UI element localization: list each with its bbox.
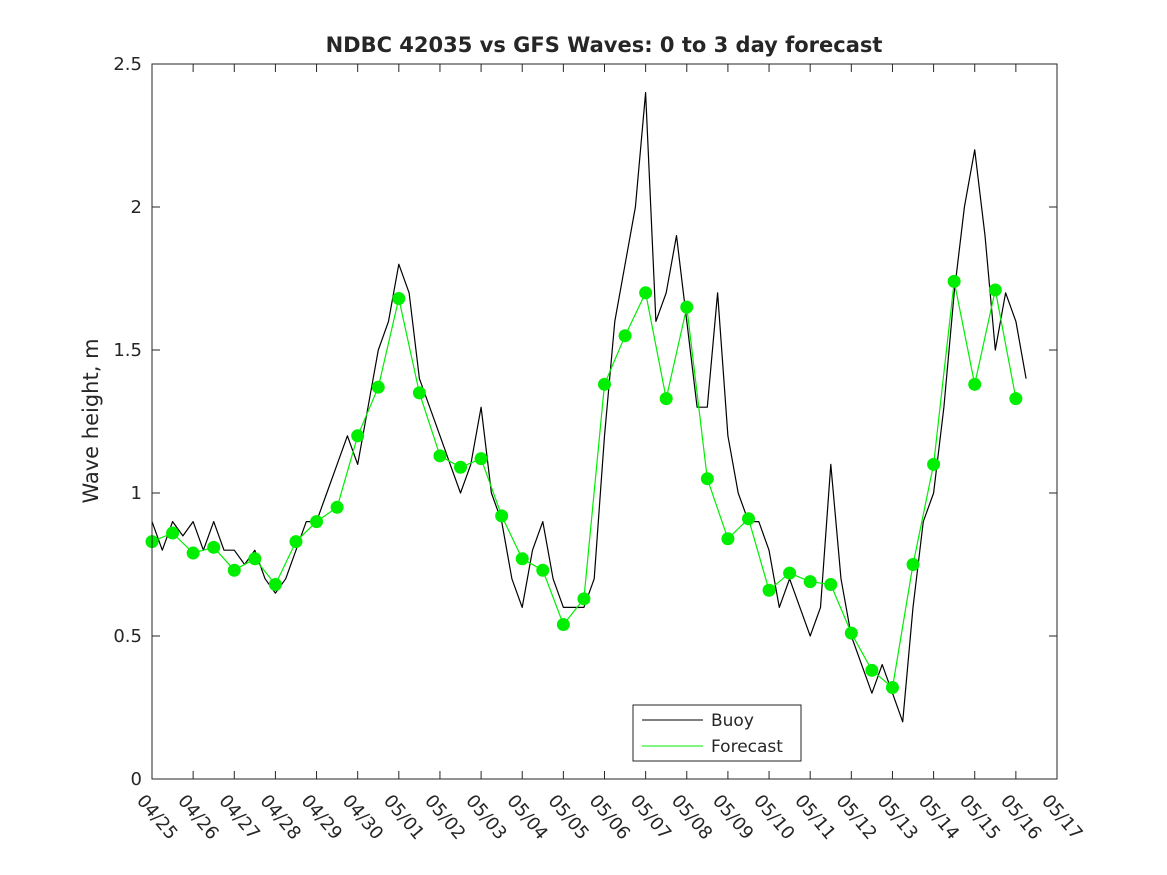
forecast-point	[639, 286, 653, 300]
forecast-point	[371, 380, 385, 394]
forecast-point	[495, 509, 509, 523]
forecast-point	[803, 575, 817, 589]
forecast-point	[598, 377, 611, 391]
forecast-point	[762, 583, 776, 597]
forecast-point	[536, 563, 550, 577]
forecast-point	[741, 512, 755, 526]
legend-forecast-label: Forecast	[711, 737, 783, 757]
forecast-point	[577, 592, 591, 606]
forecast-point	[289, 535, 303, 549]
chart-title: NDBC 42035 vs GFS Waves: 0 to 3 day fore…	[326, 33, 883, 57]
forecast-point	[310, 515, 324, 529]
forecast-point	[268, 578, 282, 592]
forecast-point	[906, 558, 920, 571]
forecast-point	[248, 552, 262, 566]
forecast-point	[556, 618, 570, 632]
forecast-point	[865, 663, 879, 677]
forecast-point	[166, 526, 180, 540]
y-axis-label: Wave height, m	[79, 338, 103, 503]
forecast-point	[824, 578, 838, 592]
forecast-point	[454, 460, 468, 474]
forecast-point	[474, 452, 488, 466]
forecast-point	[1009, 392, 1023, 406]
forecast-point	[844, 626, 858, 640]
y-tick-label: 2	[131, 197, 142, 218]
legend: Buoy Forecast	[632, 704, 802, 762]
forecast-point	[412, 386, 426, 400]
forecast-point	[618, 329, 632, 343]
forecast-point	[700, 472, 714, 486]
forecast-point	[227, 563, 241, 577]
forecast-point	[927, 457, 941, 471]
forecast-point	[988, 283, 1002, 297]
forecast-point	[186, 546, 200, 560]
forecast-point	[680, 300, 694, 314]
y-tick-label: 1.5	[113, 340, 142, 361]
y-tick-label: 0.5	[113, 626, 142, 647]
forecast-point	[433, 449, 447, 463]
y-tick-label: 0	[131, 769, 142, 790]
forecast-point	[947, 274, 961, 288]
y-axis-ticks: 0 0.5 1 1.5 2 2.5	[113, 54, 1057, 790]
forecast-point	[207, 540, 221, 554]
y-tick-label: 2.5	[113, 54, 142, 75]
forecast-point	[659, 392, 673, 406]
forecast-point	[721, 532, 735, 546]
y-tick-label: 1	[131, 483, 142, 504]
legend-box	[632, 704, 802, 762]
forecast-point	[968, 377, 982, 391]
forecast-point	[885, 680, 899, 694]
forecast-point	[392, 292, 406, 306]
forecast-point	[515, 552, 529, 566]
plot-area	[152, 64, 1057, 779]
forecast-point	[330, 500, 344, 514]
legend-buoy-label: Buoy	[711, 711, 754, 731]
forecast-point	[783, 566, 797, 580]
forecast-point	[351, 429, 365, 443]
